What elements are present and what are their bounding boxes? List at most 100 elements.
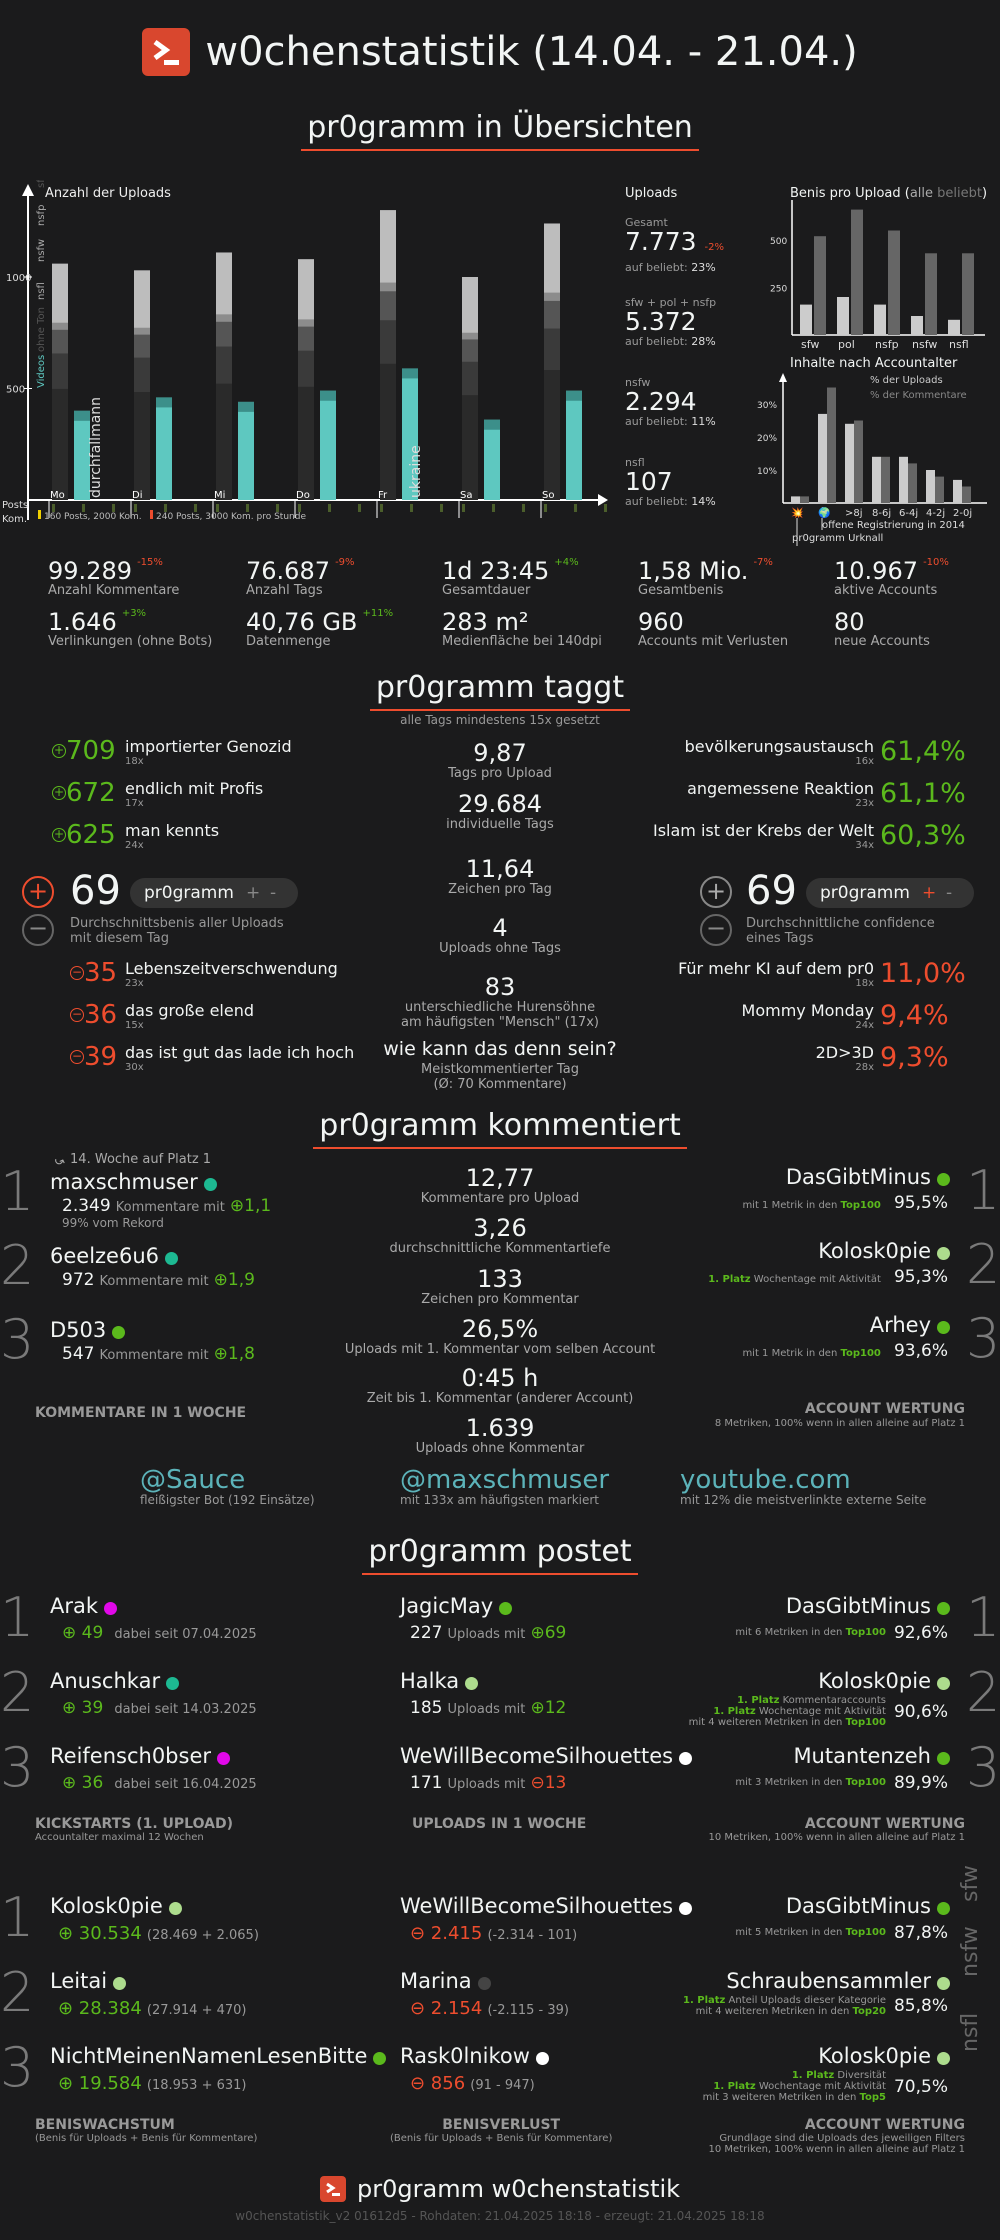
tag-top-left-name[interactable]: man kennts 24x	[125, 821, 220, 851]
rank-number: 2	[0, 1661, 35, 1724]
tag-top-right-name[interactable]: bevölkerungsaustausch 16x	[684, 737, 874, 767]
rating-user-name[interactable]: Schraubensammler	[726, 1969, 950, 1993]
tag-chip-plus-icon[interactable]: +	[246, 883, 261, 903]
comment-user-stats: 2.349 Kommentare mit ⊕1,1 99% vom Rekord	[62, 1196, 272, 1230]
benis-gain-user-name[interactable]: Leitai	[50, 1969, 127, 1993]
tag-bottom-left-benis: −36	[70, 1000, 118, 1030]
tag-chip-right[interactable]: pr0gramm + -	[806, 878, 974, 908]
legend-swatch-160	[38, 510, 41, 519]
user-status-dot	[937, 1977, 950, 1990]
uploader-user-stats: 227 Uploads mit ⊕69	[410, 1623, 567, 1643]
posts-tick	[380, 504, 383, 512]
x-tick-label: sfw	[801, 338, 819, 350]
user-status-dot	[203, 1178, 217, 1191]
kickstart-user-name[interactable]: Arak	[50, 1594, 118, 1618]
link-stat-2[interactable]: youtube.com mit 12% die meistverlinkte ex…	[680, 1465, 927, 1507]
uploader-user-stats: 171 Uploads mit ⊖13	[410, 1773, 567, 1793]
comment-user-name[interactable]: maxschmuser	[50, 1170, 217, 1194]
tag-bottom-left-name[interactable]: das große elend 15x	[125, 1001, 254, 1031]
user-status-dot	[166, 1677, 180, 1690]
annotation-durchfallmann: durchfallmann	[88, 397, 104, 498]
rating-user-name[interactable]: Mutantenzeh	[793, 1744, 950, 1768]
tag-top-right-name[interactable]: angemessene Reaktion 23x	[687, 779, 874, 809]
uploader-user-name[interactable]: JagicMay	[400, 1594, 513, 1618]
benis-loss-user-name[interactable]: Rask0lnikow	[400, 2044, 549, 2068]
kpi-8: 960 Accounts mit Verlusten	[638, 608, 789, 649]
posts-left-title: KICKSTARTS (1. UPLOAD) Accountalter maxim…	[35, 1816, 233, 1843]
upload-stat-0: Gesamt 7.773 -2% auf beliebt: 23%	[625, 216, 725, 274]
user-status-dot	[937, 1752, 950, 1765]
benis-mid-title: BENISVERLUST (Benis für Uploads + Benis f…	[390, 2117, 613, 2144]
tag-bottom-right-name[interactable]: Für mehr KI auf dem pr0 18x	[678, 959, 874, 989]
rating-user-name[interactable]: Kolosk0pie	[818, 2044, 950, 2068]
posts-tick	[298, 504, 301, 512]
link-stat-0: @Sauce fleißigster Bot (192 Einsätze)	[140, 1465, 315, 1507]
benis-gain-user-name[interactable]: NichtMeinenNamenLesenBitte	[50, 2044, 387, 2068]
tag-stat-5: wie kann das denn sein? Meistkommentierte…	[383, 1038, 617, 1092]
posts-tick	[544, 504, 547, 512]
benis-loss-user-name[interactable]: WeWillBecomeSilhouettes	[400, 1894, 693, 1918]
kickstart-user-name[interactable]: Reifensch0bser	[50, 1744, 231, 1768]
plus-circle-icon[interactable]: +	[700, 876, 732, 908]
benis-loss-value: ⊖ 2.154 (-2.115 - 39)	[410, 1998, 569, 2019]
footer: pr0gramm w0chenstatistik w0chenstatistik…	[0, 2175, 1000, 2223]
bar-alle	[800, 304, 812, 335]
side-label: sfw	[36, 180, 47, 188]
benis-loss-user-name[interactable]: Marina	[400, 1969, 491, 1993]
filter-side-label: nsfl	[958, 2012, 983, 2052]
rating-user-name[interactable]: Kolosk0pie	[818, 1239, 950, 1263]
benis-gain-user-name[interactable]: Kolosk0pie	[50, 1894, 182, 1918]
tag-chip-left[interactable]: pr0gramm + -	[130, 878, 298, 908]
rating-user-name[interactable]: DasGibtMinus	[786, 1894, 950, 1918]
user-status-dot	[168, 1902, 182, 1915]
link-stat-1[interactable]: @maxschmuser mit 133x am häufigsten marki…	[400, 1465, 610, 1507]
age-chart: 30% 20% 10% 💥 🌍 >8j 8-6j 6-4j 4-2j 2-0j	[757, 373, 987, 546]
tag-bottom-right-name[interactable]: 2D>3D 28x	[815, 1043, 874, 1073]
user-status-dot	[217, 1752, 231, 1765]
comment-user-name[interactable]: 6eelze6u6	[50, 1244, 179, 1268]
kickstart-user-name[interactable]: Anuschkar	[50, 1669, 180, 1693]
posts-tick	[164, 504, 167, 512]
legend-160: 160 Posts, 2000 Kom.	[44, 512, 142, 522]
bar-beliebt	[962, 253, 974, 335]
rating-user-name[interactable]: Arhey	[870, 1313, 950, 1337]
tag-top-left-name[interactable]: importierter Genozid 18x	[125, 737, 292, 767]
rating-user-score: mit 6 Metriken in den Top100 92,6%	[735, 1622, 948, 1643]
posts-tick	[246, 504, 249, 512]
bar-uploads	[544, 370, 560, 500]
tag-chip-minus-icon[interactable]: -	[946, 883, 953, 903]
tag-top-right-pct: 61,4%	[880, 736, 966, 767]
x-tick-label: 6-4j	[899, 508, 918, 519]
rating-user-name[interactable]: DasGibtMinus	[786, 1594, 950, 1618]
posts-tick	[328, 504, 331, 512]
uploads-chart-title: Anzahl der Uploads	[45, 186, 171, 201]
tag-chip-plus-icon[interactable]: +	[922, 883, 937, 903]
footer-meta: w0chenstatistik_v2 01612d5 - Rohdaten: 2…	[235, 2209, 765, 2223]
kpi-7: 283 m² Medienfläche bei 140dpi	[442, 608, 602, 649]
plus-circle-icon[interactable]: +	[22, 876, 54, 908]
rating-user-name[interactable]: DasGibtMinus	[786, 1165, 950, 1189]
uploader-user-name[interactable]: Halka	[400, 1669, 479, 1693]
kickstart-user-stats: ⊕ 36 dabei seit 16.04.2025	[62, 1773, 257, 1793]
upload-stats-title: Uploads	[625, 186, 678, 201]
tag-bottom-left-name[interactable]: das ist gut das lade ich hoch 30x	[125, 1043, 355, 1073]
comments-left-title: KOMMENTARE IN 1 WOCHE	[35, 1405, 247, 1421]
minus-circle-icon[interactable]: −	[22, 914, 54, 946]
tag-chip-minus-icon[interactable]: -	[270, 883, 277, 903]
tag-bottom-right-name[interactable]: Mommy Monday 24x	[741, 1001, 874, 1031]
posts-tick	[410, 504, 413, 512]
comment-user-name[interactable]: D503	[50, 1318, 126, 1342]
pr0gramm-logo-icon	[319, 2176, 346, 2202]
x-tick-label: 8-6j	[872, 508, 891, 519]
bar-beliebt	[888, 230, 900, 335]
minus-circle-icon[interactable]: −	[700, 914, 732, 946]
tag-bottom-left-name[interactable]: Lebenszeitverschwendung 23x	[125, 959, 338, 989]
bar-top-cap	[238, 401, 254, 412]
rating-user-name[interactable]: Kolosk0pie	[818, 1669, 950, 1693]
tag-top-right-name[interactable]: Islam ist der Krebs der Welt 34x	[652, 821, 874, 851]
tag-top-left-name[interactable]: endlich mit Profis 17x	[125, 779, 264, 809]
x-tick-label: 💥	[791, 506, 803, 519]
uploader-user-name[interactable]: WeWillBecomeSilhouettes	[400, 1744, 693, 1768]
tag-bottom-right-pct: 11,0%	[880, 958, 966, 989]
rank-number: 3	[0, 2036, 35, 2099]
